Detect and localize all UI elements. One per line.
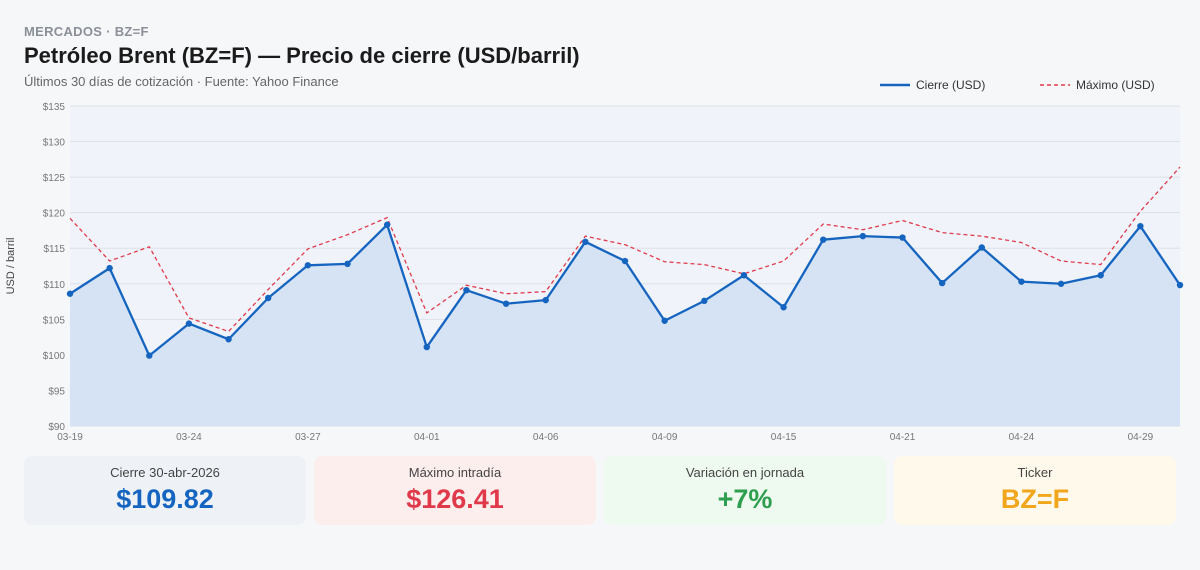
- y-tick-label: $105: [43, 315, 66, 326]
- chart-kicker: MERCADOS · BZ=F: [24, 24, 149, 39]
- data-point: [621, 257, 629, 265]
- data-point: [146, 352, 153, 359]
- data-point: [383, 221, 391, 228]
- data-point: [106, 264, 113, 272]
- legend: Cierre (USD) Máximo (USD): [880, 78, 1155, 92]
- x-axis-ticks: 03-19 03-24 03-27 04-01 04-06 04-09 04-15 04-21…: [57, 432, 1153, 443]
- y-tick-label: $90: [48, 422, 65, 433]
- y-tick-label: $125: [43, 173, 66, 184]
- data-point: [1137, 222, 1144, 230]
- x-tick-label: 04-24: [1009, 432, 1035, 443]
- close-area: [70, 224, 1180, 426]
- x-tick-label: 03-24: [176, 432, 202, 443]
- x-tick-label: 04-09: [652, 432, 678, 443]
- price-chart: $90 $95 $100 $105 $110 $115 $120 $125 $130 $135 0…: [5, 78, 1184, 443]
- data-point: [661, 317, 668, 324]
- data-point: [1097, 272, 1104, 279]
- x-tick-label: 04-06: [533, 432, 559, 443]
- x-tick-label: 04-01: [414, 432, 440, 443]
- y-tick-label: $135: [43, 102, 66, 113]
- x-tick-label: 04-15: [771, 432, 797, 443]
- data-point: [542, 296, 549, 304]
- chart-title: Petróleo Brent (BZ=F) — Precio de cierre…: [24, 43, 580, 68]
- data-point: [1018, 278, 1025, 285]
- data-point: [938, 279, 946, 287]
- y-tick-label: $115: [43, 244, 65, 255]
- data-point: [1057, 280, 1065, 287]
- y-tick-label: $95: [48, 386, 65, 397]
- data-point: [820, 236, 827, 243]
- data-point: [859, 232, 867, 240]
- data-point: [740, 272, 748, 279]
- data-point: [304, 262, 312, 269]
- series-markers: [66, 221, 1184, 359]
- data-point: [185, 320, 193, 327]
- x-tick-label: 03-27: [295, 432, 321, 443]
- y-axis-label: USD / barril: [5, 238, 17, 295]
- legend-label-high: Máximo (USD): [1076, 78, 1155, 92]
- x-tick-label: 04-29: [1128, 432, 1154, 443]
- data-point: [582, 238, 589, 246]
- chart-subtitle: Últimos 30 días de cotización · Fuente: …: [24, 74, 339, 89]
- y-tick-label: $110: [43, 280, 65, 291]
- data-point: [978, 244, 985, 251]
- card-high-value: $126.41: [406, 484, 504, 514]
- y-tick-label: $100: [43, 351, 66, 362]
- card-change-label: Variación en jornada: [685, 465, 805, 480]
- data-point: [66, 290, 74, 297]
- data-point: [265, 294, 272, 302]
- data-point: [225, 336, 232, 343]
- data-point: [1176, 281, 1184, 289]
- card-change: Variación en jornada +7%: [604, 456, 886, 525]
- summary-cards: Cierre 30-abr-2026 $109.82 Máximo intrad…: [24, 456, 1176, 525]
- card-close: Cierre 30-abr-2026 $109.82: [24, 456, 306, 525]
- card-high: Máximo intradía $126.41: [314, 456, 596, 525]
- card-close-label: Cierre 30-abr-2026: [110, 465, 220, 480]
- data-point: [899, 234, 906, 241]
- y-tick-label: $130: [43, 138, 66, 149]
- legend-label-close: Cierre (USD): [916, 78, 985, 92]
- data-point: [344, 260, 351, 268]
- card-ticker-label: Ticker: [1017, 465, 1053, 480]
- area-fill: [70, 224, 1180, 426]
- card-close-value: $109.82: [116, 484, 214, 514]
- y-tick-label: $120: [43, 209, 66, 220]
- series-line-maximo: [69, 166, 1181, 333]
- y-axis-ticks: $90 $95 $100 $105 $110 $115 $120 $125 $130 $135: [43, 102, 66, 433]
- x-tick-label: 04-21: [890, 432, 916, 443]
- card-high-label: Máximo intradía: [408, 465, 502, 480]
- data-point: [701, 297, 708, 305]
- data-point: [423, 343, 430, 351]
- data-point: [502, 300, 510, 307]
- data-point: [780, 304, 787, 311]
- card-ticker-value: BZ=F: [1000, 484, 1070, 514]
- x-tick-label: 03-19: [57, 432, 83, 443]
- card-change-value: +7%: [717, 484, 773, 514]
- card-ticker: Ticker BZ=F: [894, 456, 1176, 525]
- data-point: [463, 286, 470, 294]
